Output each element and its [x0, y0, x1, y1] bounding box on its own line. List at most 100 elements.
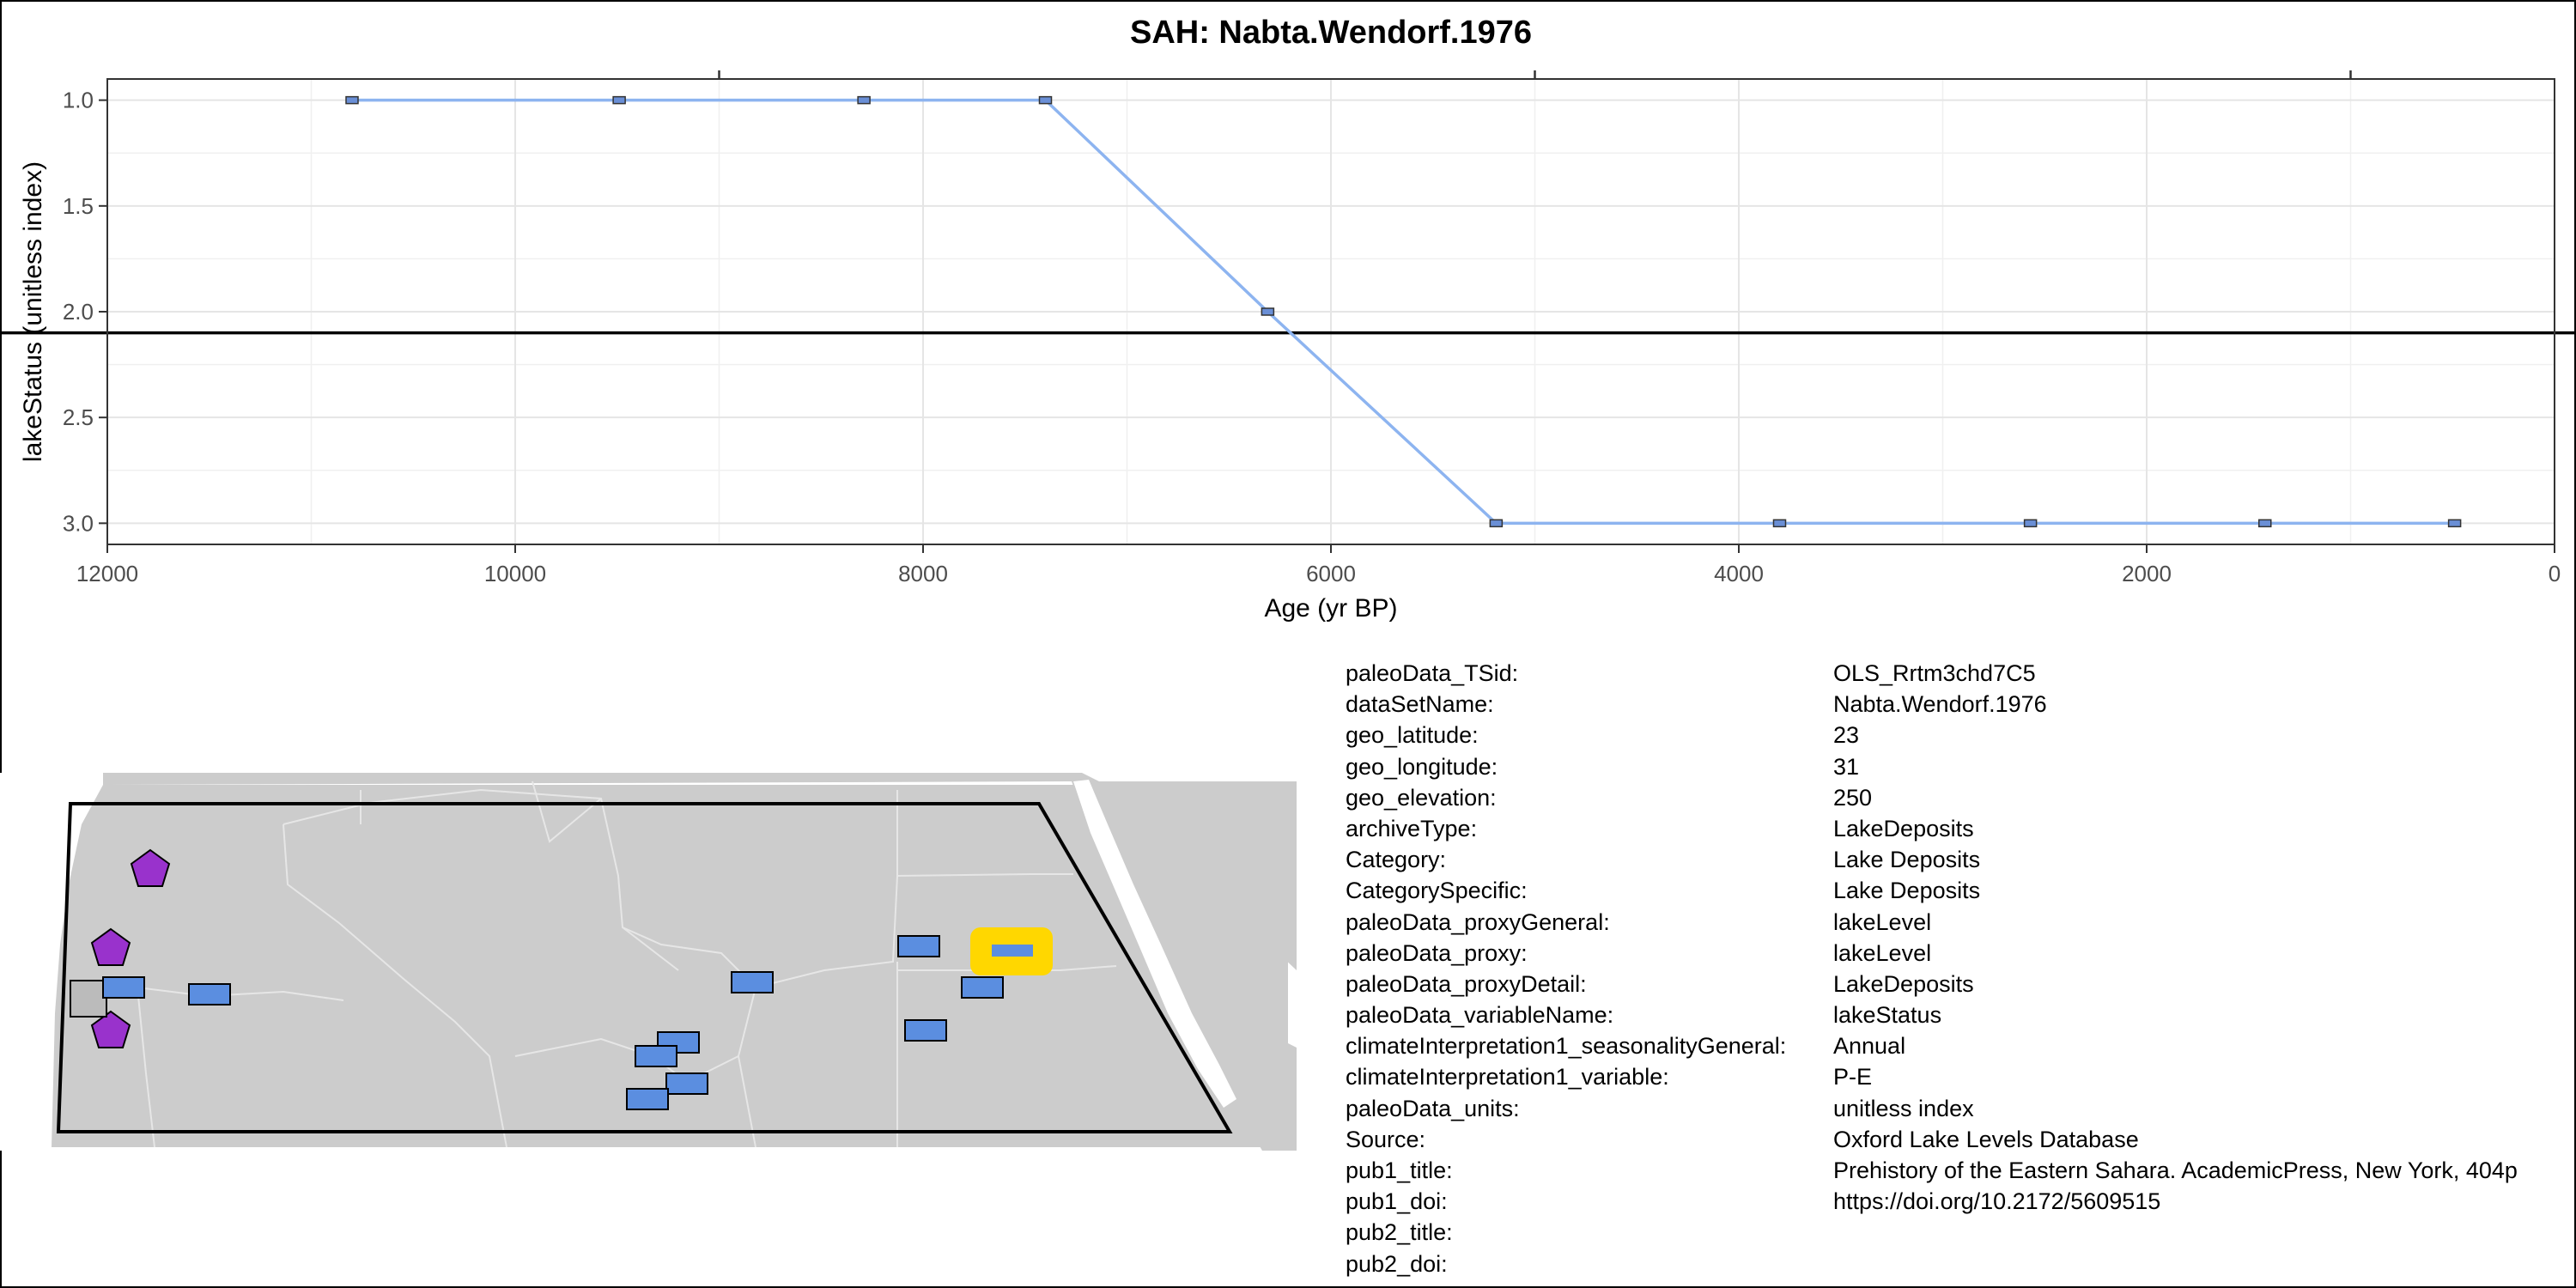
metadata-key: climateInterpretation1_seasonalityGenera…: [1346, 1033, 1787, 1060]
metadata-row: paleoData_units: unitless index: [1346, 1093, 2573, 1124]
data-point: [857, 95, 871, 105]
metadata-row: climateInterpretation1_variable: P-E: [1346, 1061, 2573, 1092]
metadata-key: pub1_doi:: [1346, 1188, 1448, 1215]
x-tick-label: 10000: [484, 561, 546, 586]
site-markers: [70, 848, 1004, 1110]
metadata-value: Lake Deposits: [1833, 847, 1981, 873]
pentagon-marker: [130, 848, 171, 887]
y-tick-label: 3.0: [63, 510, 94, 536]
data-point: [1261, 307, 1275, 316]
metadata-value: Nabta.Wendorf.1976: [1833, 691, 2047, 718]
metadata-row: geo_longitude: 31: [1346, 751, 2573, 782]
lake-site-marker: [904, 1019, 947, 1042]
metadata-key: dataSetName:: [1346, 691, 1494, 718]
axes: 12000 10000 8000 6000 4000 2000 0 1.0 1.5 2.0 2.5 3…: [63, 70, 2561, 586]
metadata-row: pub2_doi:: [1346, 1249, 2573, 1279]
data-point: [1038, 95, 1053, 105]
metadata-value: lakeLevel: [1833, 908, 1932, 935]
series-line: [352, 98, 2455, 526]
metadata-row: Category: Lake Deposits: [1346, 844, 2573, 875]
lake-site-marker: [961, 976, 1004, 999]
lake-site-marker: [188, 983, 231, 1005]
metadata-key: pub1_title:: [1346, 1157, 1453, 1183]
region-outline: [56, 802, 1233, 1133]
metadata-row: pub2_title:: [1346, 1217, 2573, 1248]
metadata-value: LakeDeposits: [1833, 970, 1974, 997]
data-point: [2258, 519, 2272, 528]
metadata-value: Annual: [1833, 1033, 1906, 1060]
land-africa: [52, 773, 1288, 1147]
metadata-row: pub1_doi: https://doi.org/10.2172/5609515: [1346, 1186, 2573, 1217]
metadata-value: lakeStatus: [1833, 1002, 1942, 1029]
data-point: [612, 95, 626, 105]
metadata-value: 250: [1833, 784, 1873, 811]
metadata-row: CategorySpecific: Lake Deposits: [1346, 875, 2573, 906]
lake-site-marker: [657, 1031, 700, 1054]
data-point: [345, 95, 359, 105]
metadata-key: pub2_title:: [1346, 1219, 1453, 1246]
map-background: [0, 773, 1297, 1151]
x-tick-label: 2000: [2122, 561, 2172, 586]
metadata-key: climateInterpretation1_variable:: [1346, 1064, 1669, 1091]
metadata-key: geo_elevation:: [1346, 784, 1497, 811]
square-marker: [70, 980, 107, 1018]
pentagon-marker: [90, 1010, 131, 1048]
metadata-row: dataSetName: Nabta.Wendorf.1976: [1346, 689, 2573, 720]
lake-site-marker: [626, 1088, 669, 1110]
land-horn: [1228, 1030, 1297, 1151]
metadata-key: archiveType:: [1346, 815, 1478, 841]
metadata-value: Lake Deposits: [1833, 878, 1981, 904]
data-point: [1489, 519, 1504, 528]
metadata-row: Source: Oxford Lake Levels Database: [1346, 1124, 2573, 1155]
pentagon-marker: [90, 927, 131, 966]
metadata-value: Prehistory of the Eastern Sahara. Academ…: [1833, 1157, 2518, 1183]
selected-site-marker: [992, 945, 1033, 957]
metadata-table: paleoData_TSid: OLS_Rrtm3chd7C5 dataSetNa…: [1346, 658, 2573, 1285]
metadata-value: 23: [1833, 722, 1860, 749]
metadata-value: https://doi.org/10.2172/5609515: [1833, 1188, 2161, 1215]
data-point: [1772, 519, 1787, 528]
metadata-key: paleoData_proxyDetail:: [1346, 970, 1587, 997]
metadata-value: unitless index: [1833, 1095, 1974, 1121]
metadata-row: paleoData_proxyGeneral: lakeLevel: [1346, 907, 2573, 938]
y-tick-label: 1.0: [63, 88, 94, 113]
lake-status-chart: SAH: Nabta.Wendorf.1976 12000 10000 8000 60…: [0, 15, 2576, 623]
lake-site-marker: [897, 935, 940, 957]
metadata-key: pub2_doi:: [1346, 1250, 1448, 1277]
land-arabia: [1084, 781, 1297, 970]
metadata-key: geo_longitude:: [1346, 753, 1498, 780]
metadata-row: geo_elevation: 250: [1346, 782, 2573, 813]
metadata-row: geo_latitude: 23: [1346, 720, 2573, 750]
y-tick-label: 2.5: [63, 404, 94, 430]
metadata-key: paleoData_proxyGeneral:: [1346, 908, 1610, 935]
metadata-value: LakeDeposits: [1833, 815, 1974, 841]
metadata-row: climateInterpretation1_seasonalityGenera…: [1346, 1030, 2573, 1061]
metadata-row: pub1_title: Prehistory of the Eastern Sah…: [1346, 1155, 2573, 1186]
metadata-value: Oxford Lake Levels Database: [1833, 1126, 2139, 1152]
metadata-value: P-E: [1833, 1064, 1873, 1091]
metadata-value: OLS_Rrtm3chd7C5: [1833, 660, 2036, 686]
metadata-row: paleoData_TSid: OLS_Rrtm3chd7C5: [1346, 658, 2573, 689]
lake-site-marker: [635, 1045, 677, 1067]
y-axis-label: lakeStatus (unitless index): [19, 161, 47, 462]
metadata-row: paleoData_variableName: lakeStatus: [1346, 999, 2573, 1030]
data-point: [2023, 519, 2038, 528]
metadata-key: paleoData_TSid:: [1346, 660, 1519, 686]
lake-site-marker: [102, 976, 145, 999]
x-tick-label: 8000: [898, 561, 948, 586]
metadata-key: Source:: [1346, 1126, 1426, 1152]
metadata-row: archiveType: LakeDeposits: [1346, 813, 2573, 844]
lake-site-marker: [665, 1072, 708, 1095]
metadata-row: paleoData_proxy: lakeLevel: [1346, 938, 2573, 969]
lake-site-marker: [731, 971, 774, 993]
chart-title: SAH: Nabta.Wendorf.1976: [1130, 15, 1532, 51]
data-points: [345, 95, 2462, 528]
red-sea: [1073, 780, 1236, 1108]
metadata-key: CategorySpecific:: [1346, 878, 1528, 904]
metadata-key: Category:: [1346, 847, 1447, 873]
metadata-value: 31: [1833, 753, 1860, 780]
y-tick-label: 1.5: [63, 193, 94, 219]
y-tick-label: 2.0: [63, 299, 94, 325]
x-axis-label: Age (yr BP): [1264, 594, 1397, 623]
